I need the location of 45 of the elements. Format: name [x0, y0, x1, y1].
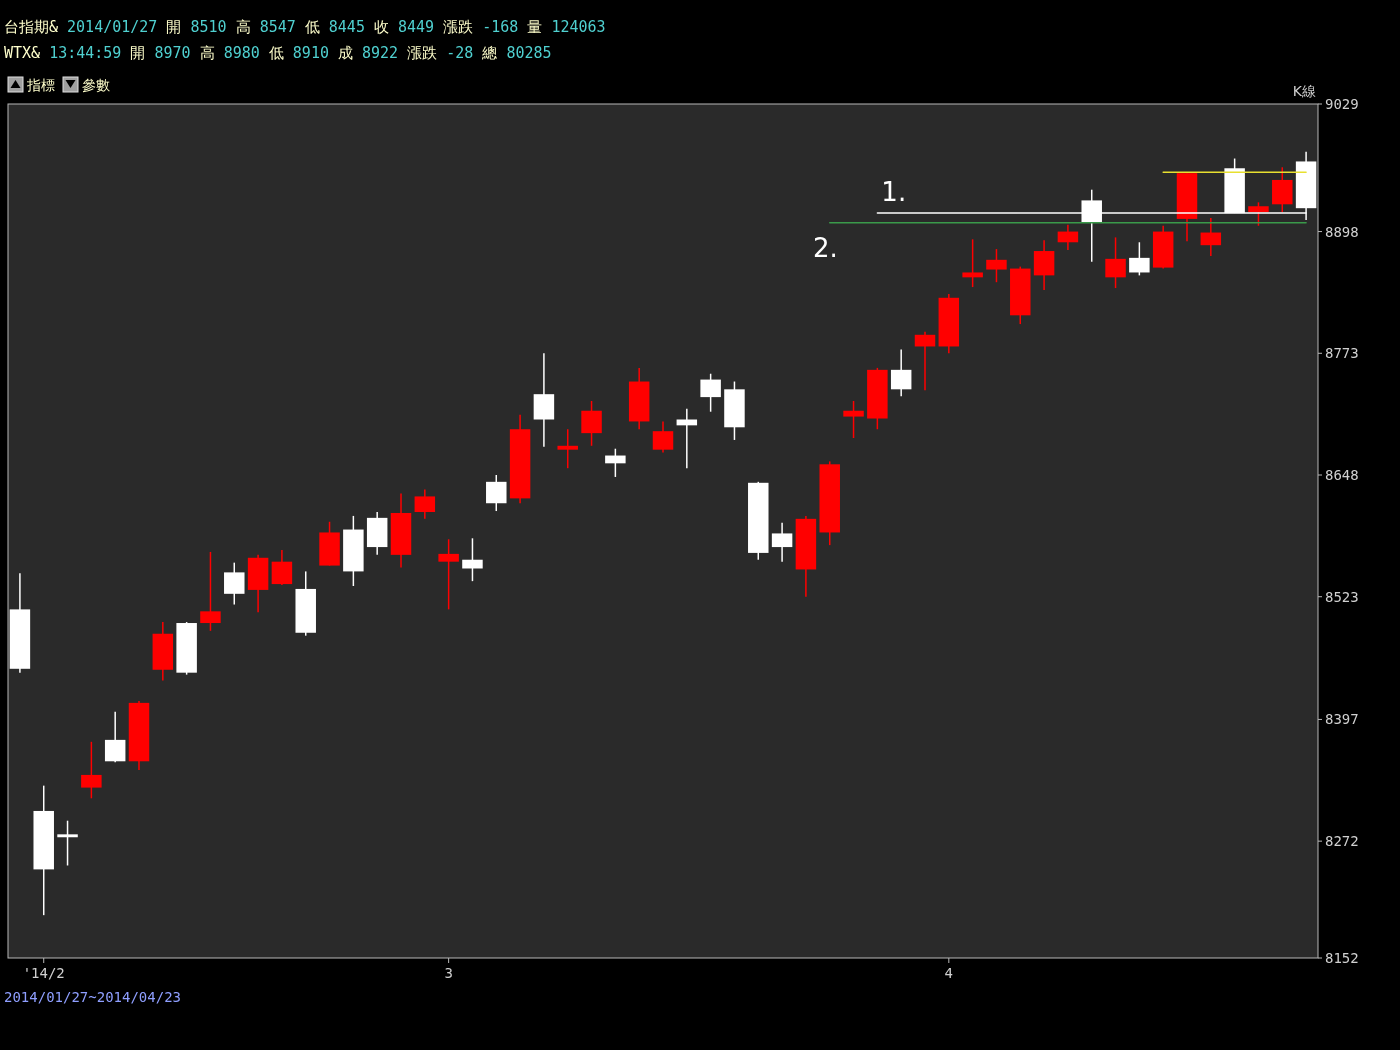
candlestick: [962, 238, 983, 288]
candlestick: [271, 549, 293, 586]
candlestick: [700, 372, 721, 413]
candlestick: [843, 400, 864, 439]
candlestick: [1200, 217, 1222, 257]
y-tick-label: 9029: [1325, 96, 1359, 112]
y-tick-label: 8898: [1325, 223, 1359, 240]
chart-title: 台指期& 2014/01/27 開 8510 高 8547 低 8445 收 8449 漲跌 -168 量 124063: [4, 18, 606, 36]
candlestick: [462, 537, 483, 582]
candlestick: [81, 741, 102, 800]
candlestick: [57, 819, 78, 867]
candlestick: [986, 248, 1007, 283]
candlestick: [1105, 236, 1126, 289]
candlestick: [486, 474, 507, 512]
candlestick: [414, 488, 436, 520]
candlestick: [1057, 224, 1079, 251]
series-label: 1.: [881, 177, 907, 208]
x-tick-label: 3: [444, 965, 453, 981]
text: WTX& 13:44:59 開 8970 高 8980 低 8910 成 8922 漲跌 -28 總 80285: [4, 44, 552, 62]
candlestick: [438, 538, 459, 611]
text: 指標: [26, 77, 55, 93]
y-tick-label: 8152: [1325, 950, 1359, 966]
y-tick-label: 8523: [1325, 588, 1359, 605]
candlestick: [652, 420, 674, 454]
x-tick-label: 4: [944, 965, 954, 981]
text: K線: [1292, 83, 1316, 99]
y-tick-label: 8397: [1325, 711, 1359, 728]
text: 2014/01/27~2014/04/23: [4, 989, 182, 1005]
candlestick: [914, 331, 936, 392]
y-tick-label: 8272: [1325, 833, 1359, 850]
candlestick: [1248, 201, 1269, 227]
candlestick: [605, 447, 626, 478]
series-label: 2.: [812, 232, 838, 263]
candlestick: [557, 428, 578, 469]
text: 參數: [82, 77, 110, 93]
y-tick-label: 8648: [1325, 467, 1359, 484]
candlestick: [890, 348, 912, 397]
candlestick: [581, 400, 602, 447]
candlestick: [1129, 241, 1150, 277]
candlestick: [224, 561, 245, 606]
candlestick: [771, 521, 793, 563]
candlestick: [200, 551, 221, 632]
x-tick-label: '14/2: [22, 965, 65, 981]
y-tick-label: 8773: [1325, 345, 1359, 362]
candlestick: [104, 710, 126, 764]
